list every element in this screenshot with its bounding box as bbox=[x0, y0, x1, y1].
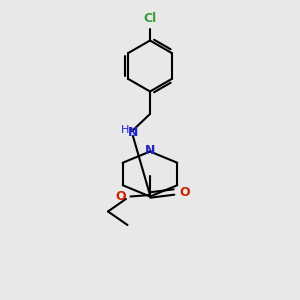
Text: N: N bbox=[145, 143, 155, 157]
Text: H: H bbox=[121, 125, 129, 135]
Text: O: O bbox=[116, 190, 126, 203]
Text: O: O bbox=[179, 185, 190, 199]
Text: Cl: Cl bbox=[143, 13, 157, 26]
Text: N: N bbox=[128, 126, 139, 140]
